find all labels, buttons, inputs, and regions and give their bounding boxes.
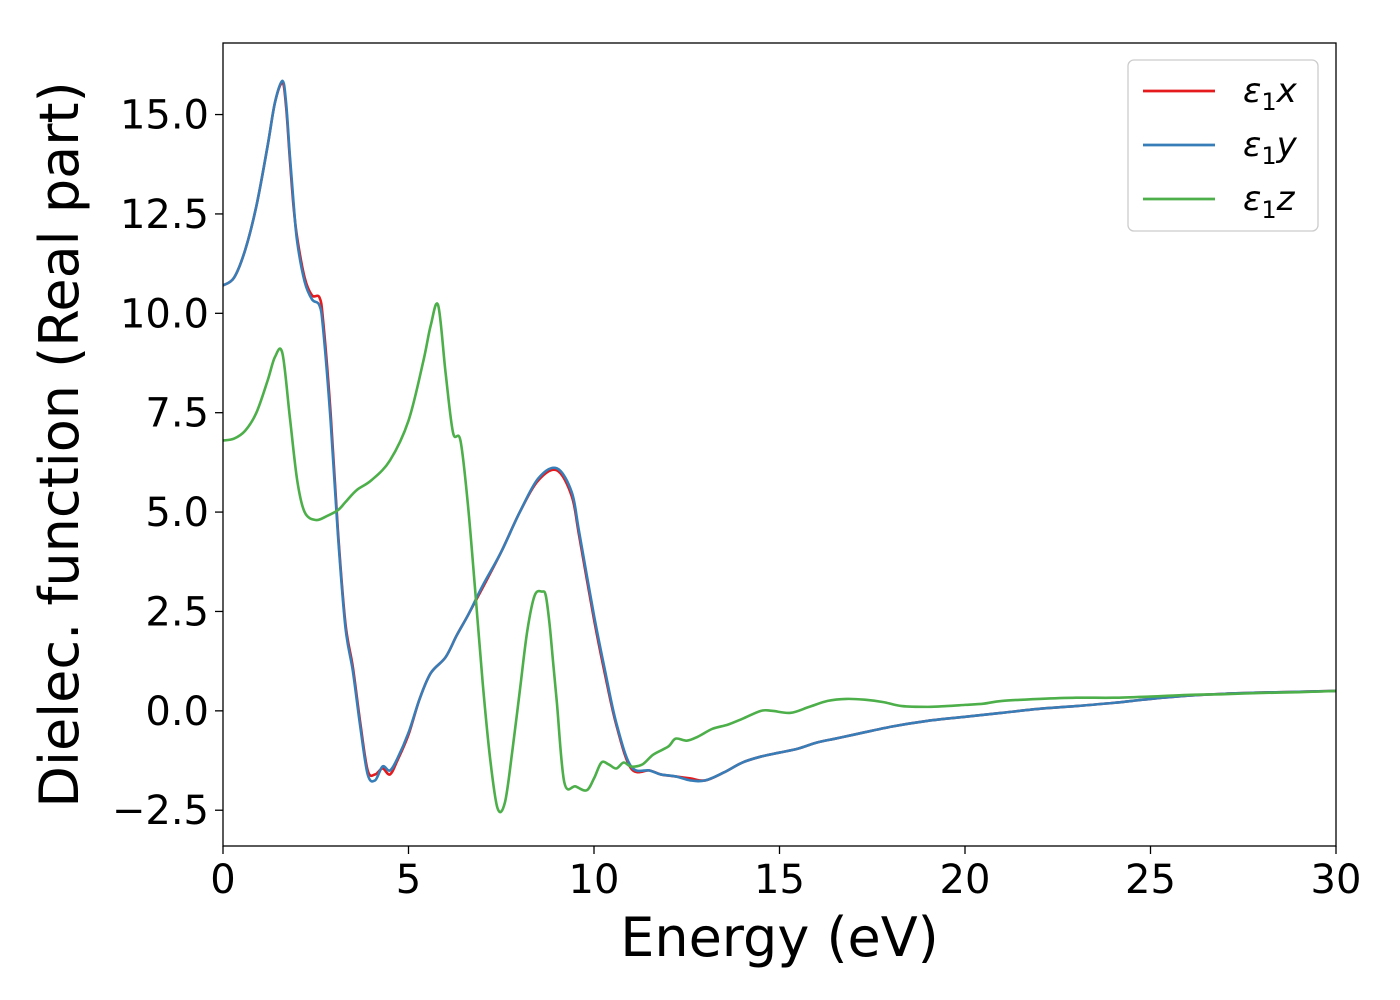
legend-label-symbol: ε xyxy=(1243,125,1261,165)
legend-label-z: ε1z xyxy=(1243,179,1296,224)
legend-label-x: ε1x xyxy=(1243,71,1298,116)
x-tick-label: 5 xyxy=(396,857,421,903)
legend-label-y: ε1y xyxy=(1243,125,1298,170)
y-axis: −2.5 0.0 2.5 5.0 7.5 10.0 12.5 15.0 xyxy=(112,93,223,834)
y-tick-label: −2.5 xyxy=(112,788,209,834)
x-tick-label: 10 xyxy=(569,857,620,903)
series-line-z xyxy=(223,302,1336,814)
x-tick-label: 0 xyxy=(210,857,235,903)
y-tick-label: 7.5 xyxy=(145,391,209,437)
x-axis: 0 5 10 15 20 25 30 xyxy=(210,846,1361,903)
y-tick-label: 2.5 xyxy=(145,589,209,635)
y-tick-label: 12.5 xyxy=(120,192,209,238)
legend-label-subscript: 1 xyxy=(1261,196,1276,224)
legend-label-subscript: 1 xyxy=(1261,142,1276,170)
y-tick-label: 15.0 xyxy=(120,93,209,139)
legend-label-symbol: ε xyxy=(1243,179,1261,219)
series-line-y xyxy=(223,79,1336,783)
x-tick-label: 15 xyxy=(754,857,805,903)
y-tick-label: 10.0 xyxy=(120,291,209,337)
legend-label-symbol: ε xyxy=(1243,71,1261,111)
x-tick-label: 30 xyxy=(1311,857,1362,903)
x-tick-label: 25 xyxy=(1125,857,1176,903)
legend-label-component: z xyxy=(1276,179,1296,219)
legend-label-subscript: 1 xyxy=(1261,88,1276,116)
legend-label-component: x xyxy=(1276,71,1298,111)
x-tick-label: 20 xyxy=(940,857,991,903)
y-tick-label: 0.0 xyxy=(145,689,209,735)
legend-frame xyxy=(1127,59,1319,232)
legend-label-component: y xyxy=(1276,125,1298,165)
y-axis-title: Dielec. function (Real part) xyxy=(28,81,91,807)
x-axis-title: Energy (eV) xyxy=(620,906,939,969)
y-tick-label: 5.0 xyxy=(145,490,209,536)
series-layer xyxy=(223,79,1336,814)
